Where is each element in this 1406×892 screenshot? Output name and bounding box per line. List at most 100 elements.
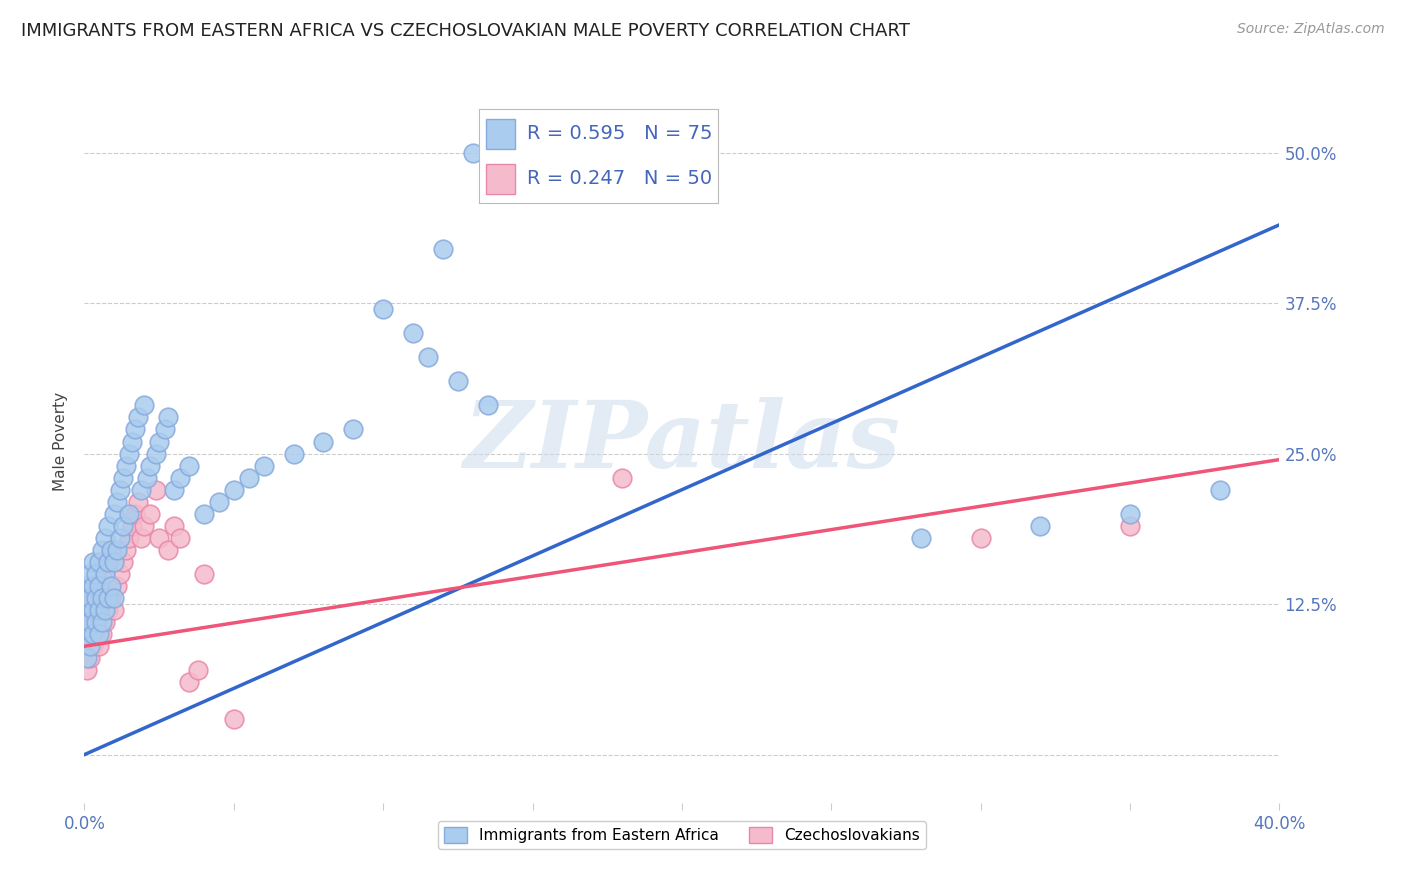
Point [89,591,111,606]
Point [82,579,104,593]
Point [76,579,98,593]
Point [76,603,98,617]
Point [82,615,104,630]
Point [100,542,122,557]
Point [89,603,111,617]
Point [94,567,117,582]
Point [124,507,146,521]
Point [76,591,98,606]
Point [461,145,484,160]
Point [91,627,114,641]
Point [91,603,114,617]
Point [100,579,122,593]
Point [373,301,395,317]
Point [82,591,104,606]
Point [193,507,215,521]
Point [94,615,117,630]
Point [115,542,138,557]
Point [103,603,125,617]
Point [100,542,122,557]
Point [110,483,132,497]
Text: ZIPatlas: ZIPatlas [464,397,900,486]
Point [132,519,156,533]
Point [145,483,167,497]
Point [76,615,98,630]
Legend: Immigrants from Eastern Africa, Czechoslovakians: Immigrants from Eastern Africa, Czechosl… [437,822,927,849]
Point [118,507,141,521]
Point [79,627,101,641]
Point [129,531,152,545]
Point [312,434,335,449]
Point [112,555,135,569]
Point [105,494,128,508]
Point [342,423,364,437]
Point [163,483,186,497]
Point [89,627,111,641]
Point [127,494,149,508]
Point [112,471,135,485]
Point [177,458,200,473]
Point [103,555,125,569]
Point [110,531,132,545]
Point [112,519,135,533]
Point [82,555,104,569]
Point [91,615,114,630]
Point [187,664,209,678]
Point [177,675,200,690]
Point [79,603,101,617]
Point [94,531,117,545]
Point [1209,483,1232,497]
Point [253,458,276,473]
Point [76,664,98,678]
Point [121,434,143,449]
Point [416,350,439,364]
Point [157,410,180,425]
Point [157,542,180,557]
Point [97,591,120,606]
Point [1119,507,1142,521]
Point [79,615,101,630]
Point [94,567,117,582]
Point [148,434,170,449]
Point [118,446,141,460]
Point [402,326,425,341]
Point [86,603,108,617]
Point [97,555,120,569]
Point [79,567,101,582]
Point [94,603,117,617]
Point [76,627,98,641]
Point [89,555,111,569]
Point [612,471,634,485]
Point [103,555,125,569]
Point [82,603,104,617]
Point [97,555,120,569]
Point [110,567,132,582]
Point [124,423,146,437]
Point [89,639,111,653]
Point [477,398,499,412]
Point [145,446,167,460]
Text: IMMIGRANTS FROM EASTERN AFRICA VS CZECHOSLOVAKIAN MALE POVERTY CORRELATION CHART: IMMIGRANTS FROM EASTERN AFRICA VS CZECHO… [21,22,910,40]
Point [132,398,156,412]
Point [169,531,191,545]
Point [91,542,114,557]
Point [222,483,245,497]
Point [86,567,108,582]
Point [79,591,101,606]
Point [139,507,162,521]
Point [169,471,191,485]
Point [163,519,186,533]
Point [148,531,170,545]
Point [91,579,114,593]
Point [86,579,108,593]
Point [76,639,98,653]
Point [127,410,149,425]
Point [79,639,101,653]
Point [910,531,932,545]
Point [91,591,114,606]
Point [86,615,108,630]
Point [100,591,122,606]
Point [89,615,111,630]
Point [103,591,125,606]
Point [238,471,260,485]
